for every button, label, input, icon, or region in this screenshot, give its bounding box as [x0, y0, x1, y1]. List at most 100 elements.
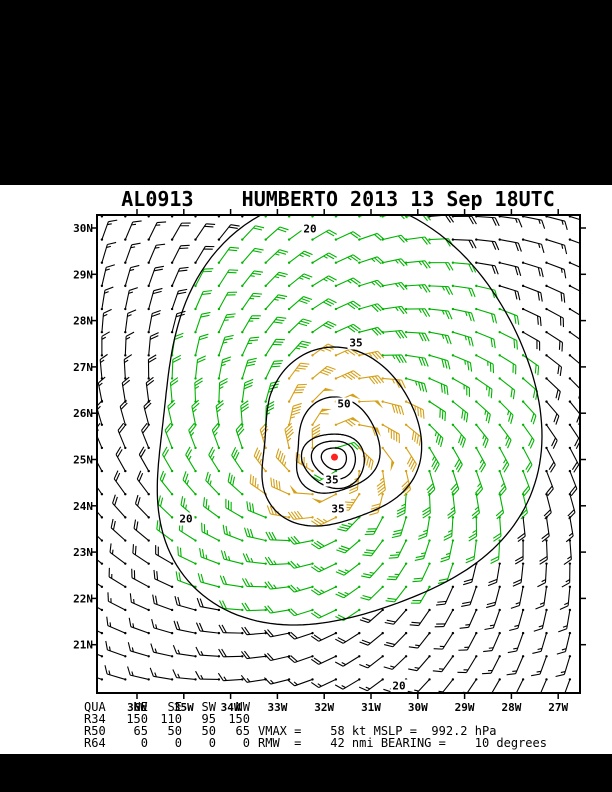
wind-barb — [311, 562, 338, 573]
wind-barb — [141, 422, 150, 450]
wind-barb — [404, 330, 430, 342]
wind-barb — [568, 307, 579, 316]
wind-barb — [468, 516, 478, 542]
wind-barb — [404, 377, 428, 393]
wind-barb — [108, 567, 127, 589]
wind-barb — [194, 377, 203, 403]
wind-barb — [287, 631, 314, 640]
wind-barb — [334, 231, 361, 241]
wind-barb — [521, 377, 538, 400]
wind-barb — [98, 462, 104, 473]
wind-barb — [98, 511, 104, 519]
wind-barb — [98, 654, 104, 658]
wind-barb — [241, 357, 257, 380]
vmax-mslp-text: VMAX = 58 kt MSLP = 992.2 hPa — [258, 724, 497, 738]
wind-barb — [201, 522, 221, 542]
wind-barb — [428, 307, 453, 320]
wind-barb — [545, 238, 568, 255]
wind-barb — [241, 270, 264, 288]
svg-text:35: 35 — [325, 474, 338, 487]
wind-barb — [521, 330, 541, 351]
wind-barb — [287, 296, 313, 311]
wind-barb — [537, 562, 548, 588]
wind-barb — [241, 292, 263, 311]
wind-barb — [506, 655, 525, 676]
radii-r34-sw: 95 — [201, 712, 216, 726]
wind-barb — [100, 219, 118, 241]
wind-barb — [558, 608, 572, 633]
wind-barb — [498, 330, 518, 350]
wind-barb — [556, 631, 572, 655]
wind-barb — [113, 470, 127, 496]
wind-barb — [287, 584, 314, 593]
wind-barb — [568, 423, 579, 449]
lat-axis-labels: 30N 29N 28N 27N 26N 25N 24N 23N 22N 21N — [73, 222, 93, 652]
wind-barb — [336, 539, 361, 554]
wind-barb — [147, 243, 166, 264]
wind-barb — [428, 216, 455, 223]
wind-barb — [545, 307, 565, 328]
wind-barb — [182, 471, 197, 496]
wind-barb — [311, 275, 337, 288]
wind-barb — [195, 622, 221, 635]
wind-barb — [287, 560, 314, 569]
wind-barb — [287, 216, 291, 218]
wind-barb — [568, 446, 579, 473]
wind-barb — [287, 402, 302, 426]
wind-barb — [498, 307, 520, 325]
wind-barb — [381, 305, 408, 315]
wind-barb — [381, 234, 408, 243]
wind-barb — [417, 516, 431, 540]
wind-barb — [98, 583, 104, 589]
radii-r50-label: R50 — [84, 724, 106, 738]
wind-barb — [521, 216, 546, 229]
wind-barb — [253, 447, 267, 473]
wind-barb — [311, 678, 338, 689]
wind-barb — [264, 652, 291, 662]
wind-barb — [404, 423, 422, 446]
svg-text:20: 20 — [179, 513, 192, 526]
wind-barb — [170, 354, 182, 380]
wind-barb — [565, 516, 574, 543]
wind-barb — [217, 672, 244, 682]
wind-barb — [194, 245, 215, 264]
wind-barb — [545, 377, 561, 401]
wind-barb — [202, 497, 221, 519]
wind-barb — [545, 354, 563, 376]
wind-barb — [100, 241, 117, 264]
lat-tick-label: 21N — [73, 639, 93, 652]
wind-barb — [222, 524, 244, 542]
wind-barb — [545, 284, 566, 303]
wind-barb — [127, 642, 150, 658]
wind-barb — [543, 493, 552, 520]
wind-barb — [287, 362, 310, 380]
wind-barb — [167, 399, 176, 426]
wind-barb — [194, 355, 206, 380]
wind-barb — [443, 516, 455, 541]
radii-r50-nw: 65 — [235, 724, 250, 738]
wind-barb — [98, 376, 106, 403]
radii-r64-sw: 0 — [208, 736, 216, 750]
wind-barb — [227, 472, 244, 496]
chart-title: AL0913 HUMBERTO 2013 13 Sep 18UTC — [121, 187, 555, 211]
wind-barb — [217, 313, 236, 334]
wind-barb — [381, 354, 407, 364]
wind-barb — [264, 226, 289, 241]
wind-barb — [521, 284, 543, 302]
wind-barb — [225, 498, 244, 519]
lon-tick-label: 32W — [314, 701, 334, 714]
wind-barb — [218, 648, 244, 658]
wind-barb — [287, 273, 313, 288]
storm-center-marker — [330, 453, 338, 461]
wind-barb — [521, 354, 540, 376]
wind-barb — [217, 356, 232, 380]
wind-barb — [311, 585, 338, 596]
wind-barb — [360, 585, 384, 601]
wind-barb — [388, 539, 408, 559]
wind-barb — [124, 287, 138, 311]
wind-barb — [358, 232, 385, 241]
wind-barb — [358, 350, 385, 360]
wind-barb — [475, 446, 486, 473]
wind-barb — [241, 216, 244, 218]
wind-barb — [428, 354, 451, 370]
